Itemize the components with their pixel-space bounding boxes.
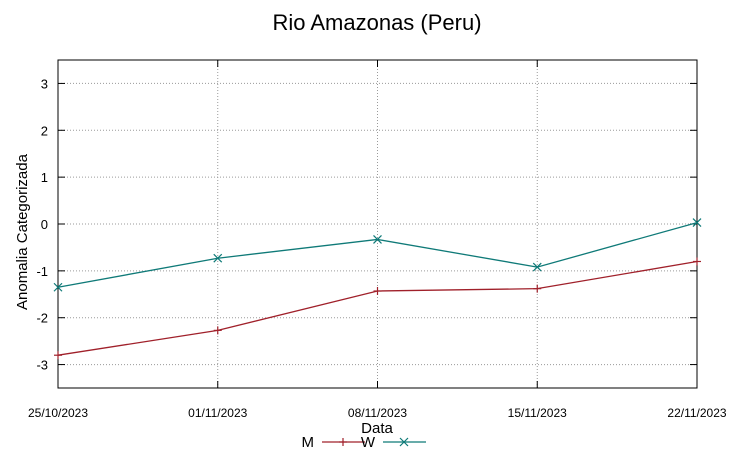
x-tick-label: 22/11/2023 (667, 406, 726, 420)
y-tick-label: 3 (41, 76, 48, 91)
gridlines (58, 60, 697, 388)
x-axis: 25/10/2023 01/11/2023 08/11/2023 15/11/2023… (28, 60, 727, 420)
series-group (53, 218, 702, 360)
y-tick-label: 0 (41, 217, 48, 232)
data-point (54, 351, 62, 360)
x-tick-label: 15/11/2023 (508, 406, 567, 420)
chart-title: Rio Amazonas (Peru) (272, 10, 481, 35)
x-tick-label: 25/10/2023 (28, 406, 88, 420)
y-axis: 3 2 1 0 -1 -2 -3 (36, 76, 697, 373)
data-point (213, 253, 223, 263)
y-tick-label: -1 (36, 264, 48, 279)
data-point (373, 287, 382, 296)
y-tick-label: 1 (41, 170, 48, 185)
data-point (533, 284, 542, 293)
y-tick-label: -2 (36, 311, 48, 326)
y-tick-label: -3 (36, 358, 48, 373)
y-tick-label: 2 (41, 123, 48, 138)
data-point (53, 282, 63, 292)
series-line-M (57, 260, 698, 356)
data-point (399, 437, 409, 447)
legend-label: M (302, 434, 315, 451)
data-point (213, 326, 222, 335)
data-point (532, 262, 542, 272)
data-point (339, 438, 347, 446)
data-point (693, 257, 701, 266)
x-axis-label: Data (361, 420, 393, 437)
data-point (373, 235, 382, 244)
data-point (692, 218, 702, 228)
x-tick-label: 01/11/2023 (188, 406, 247, 420)
y-axis-label: Anomalia Categorizada (14, 153, 31, 310)
x-tick-label: 08/11/2023 (348, 406, 407, 420)
legend-label: W (361, 434, 376, 451)
